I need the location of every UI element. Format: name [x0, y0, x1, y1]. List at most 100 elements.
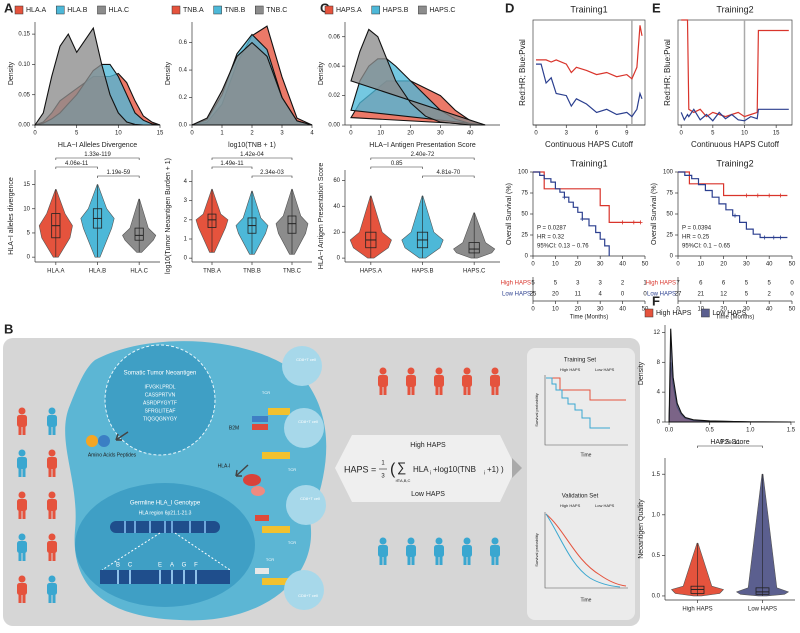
box [134, 227, 144, 241]
person-icon [462, 375, 472, 387]
y-tick-label: 75 [521, 191, 528, 197]
person-icon [18, 594, 22, 603]
x-tick-label: 15 [773, 131, 780, 137]
risk-count: 2 [621, 281, 625, 287]
y-tick-label: 15 [23, 182, 30, 188]
person-icon [48, 468, 52, 477]
y-tick-label: 0.02 [328, 93, 340, 99]
x-tick-label: 1 [220, 131, 224, 137]
mini-xlabel: Time [581, 452, 592, 458]
person-icon [491, 367, 499, 375]
x-tick-label: 10 [115, 131, 122, 137]
chart-title: Training1 [570, 4, 607, 14]
x-tick-label: 4 [310, 131, 314, 137]
y-axis-label: HLA−I alleles divergence [8, 177, 15, 255]
risk-count: 11 [575, 292, 582, 298]
person-icon [490, 375, 500, 387]
receptor [252, 424, 268, 430]
label: TCR [288, 540, 296, 545]
y-tick-label: 0.00 [328, 123, 340, 129]
x-tick-label: 10 [377, 131, 384, 137]
person-icon [17, 457, 27, 469]
receptor [262, 452, 290, 459]
x-tick-label: 0.0 [665, 428, 674, 434]
y-tick-label: 1.0 [652, 512, 661, 518]
person-icon [435, 537, 443, 545]
y-tick-label: 12 [653, 330, 660, 336]
y-tick-label: 0 [670, 254, 674, 260]
x-tick-label: 40 [766, 262, 773, 268]
x-tick-label: 20 [720, 307, 727, 313]
mini-axis [544, 375, 628, 446]
comparison-bracket [55, 166, 98, 169]
series-line [536, 25, 643, 80]
legend-swatch [644, 308, 654, 318]
hla-molecule [251, 486, 265, 496]
validation-panel [527, 348, 635, 620]
risk-count: 6 [722, 281, 726, 287]
x-tick-label: TNB.B [243, 269, 261, 275]
x-tick-label: 3 [280, 131, 284, 137]
person-icon [383, 386, 387, 395]
x-tick-label: HLA.A [47, 269, 64, 275]
censor-mark [580, 217, 585, 222]
x-tick-label: 3 [565, 131, 569, 137]
box [468, 242, 480, 254]
person-icon [434, 545, 444, 557]
y-axis-label: Density [318, 61, 325, 85]
person-icon [48, 594, 52, 603]
y-tick-label: 3 [184, 198, 188, 204]
formula: i [430, 470, 431, 476]
y-tick-label: 8 [657, 360, 661, 366]
receptor [255, 515, 269, 521]
risk-count: 0 [643, 292, 647, 298]
legend-label: TNB.A [183, 7, 204, 14]
risk-count: 0 [790, 281, 794, 287]
person-icon [47, 499, 57, 511]
censor-mark [562, 195, 567, 200]
person-icon [18, 426, 22, 435]
risk-count: 0 [790, 292, 794, 298]
label: TCR [266, 557, 274, 562]
annotation: 95%CI: 0.1 − 0.65 [682, 244, 731, 250]
person-icon [22, 552, 26, 561]
censor-mark [771, 235, 776, 240]
person-icon [47, 541, 57, 553]
legend-swatch [701, 308, 710, 318]
y-axis-label: Overall Survival (%) [506, 183, 513, 245]
person-icon [18, 407, 26, 415]
x-tick-label: 40 [766, 307, 773, 313]
x-tick-label: 40 [467, 131, 474, 137]
chart-title: Training2 [716, 158, 753, 168]
x-tick-label: 30 [597, 307, 604, 313]
x-tick-label: 30 [743, 262, 750, 268]
person-icon [18, 449, 26, 457]
neoantigen-region [104, 344, 216, 456]
x-axis-label: HLA−I Antigen Presentation Score [369, 142, 476, 149]
y-tick-label: 0 [27, 255, 31, 261]
p-value: 9.2e-11 [720, 440, 741, 446]
gene-label: B [116, 563, 120, 569]
receptor [262, 578, 290, 585]
formula: ( [390, 461, 396, 478]
person-icon [491, 537, 499, 545]
arrow [115, 431, 129, 441]
person-icon [407, 537, 415, 545]
person-icon [48, 510, 52, 519]
label: TCR [262, 390, 270, 395]
person-icon [383, 556, 387, 565]
comparison-bracket [697, 445, 763, 448]
arrow [512, 458, 522, 478]
label: CD8+T cell [298, 593, 318, 598]
y-tick-label: 0.05 [18, 92, 30, 98]
x-tick-label: 40 [619, 307, 626, 313]
x-tick-label: HAPS.B [411, 269, 433, 275]
risk-count: 1 [643, 281, 647, 287]
y-tick-label: 0 [657, 420, 661, 426]
censor-mark [733, 213, 737, 218]
risk-count: 6 [699, 281, 703, 287]
censor-mark [631, 220, 636, 225]
x-axis-label: HLA−I Alleles Divergence [58, 142, 137, 149]
annotation: 95%CI: 0.13 − 0.76 [537, 244, 589, 250]
annotation: P = 0.0287 [537, 226, 567, 232]
